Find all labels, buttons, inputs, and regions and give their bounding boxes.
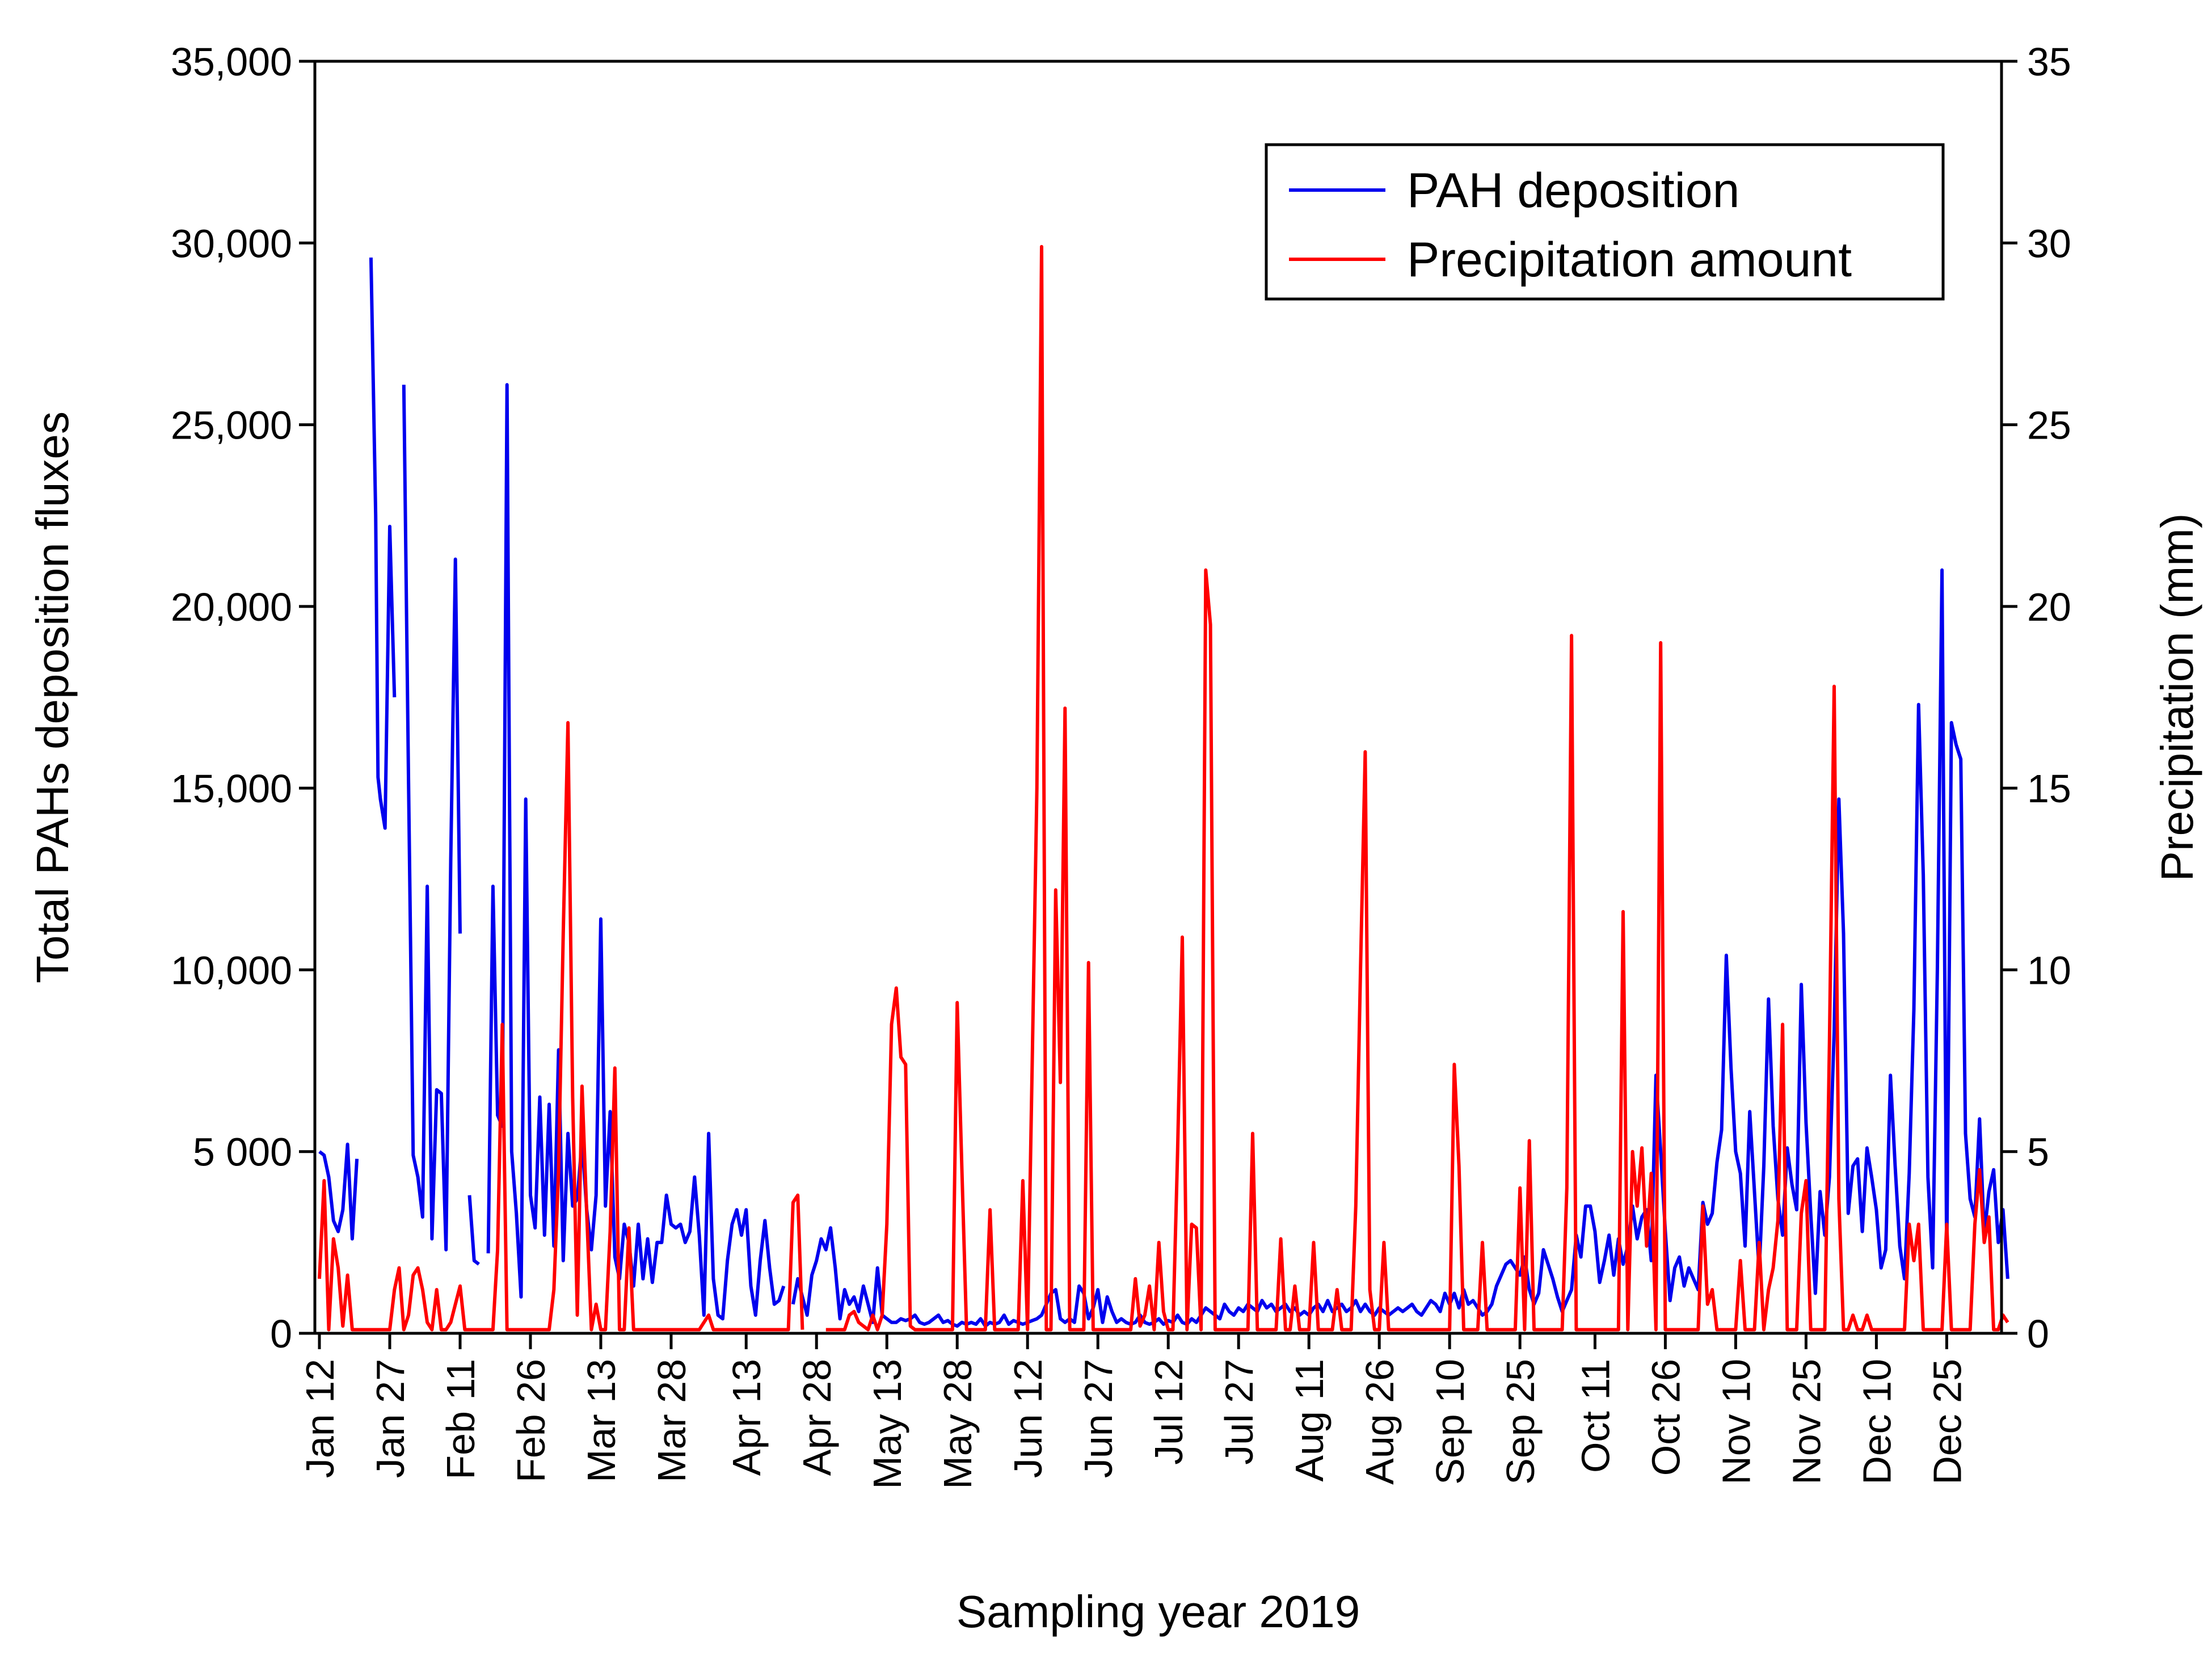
right-y-tick-label: 10 (2027, 948, 2071, 992)
x-tick-label: Apr 28 (795, 1359, 839, 1476)
legend-box (1265, 143, 1945, 301)
x-tick-label: Sep 25 (1498, 1359, 1543, 1485)
axis-layer: 0 5 000 10,000 15,000 20,000 25,000 30,000 35,0… (171, 40, 2071, 1489)
x-tick-label: Dec 25 (1925, 1359, 1969, 1485)
series-line-pah-deposition (486, 383, 786, 1321)
x-tick-label: Apr 13 (724, 1359, 769, 1476)
left-y-axis-title: Total PAHs deposition fluxes (27, 411, 78, 983)
x-tick-label: Sep 10 (1428, 1359, 1472, 1485)
right-y-tick-label: 20 (2027, 585, 2071, 629)
x-tick-label: Feb 26 (509, 1359, 553, 1483)
series-line-pah-deposition (318, 1142, 359, 1241)
series-line-pah-deposition (402, 385, 462, 1252)
x-tick-label: Aug 26 (1358, 1359, 1402, 1485)
right-y-axis-title: Precipitation (mm) (2152, 513, 2202, 881)
left-y-tick-label: 30,000 (171, 221, 292, 266)
right-y-tick-label: 5 (2027, 1130, 2049, 1174)
x-tick-label: Jun 27 (1076, 1359, 1120, 1478)
legend-label-pah-deposition: PAH deposition (1407, 163, 1739, 218)
x-tick-label: Jan 12 (298, 1359, 342, 1478)
x-tick-label: Jul 27 (1217, 1359, 1261, 1465)
left-y-tick-label: 5 000 (193, 1130, 292, 1174)
series-line-precipitation-amount (825, 245, 2009, 1332)
left-y-tick-label: 20,000 (171, 585, 292, 629)
x-tick-label: Jan 27 (368, 1359, 412, 1478)
x-tick-label: Mar 28 (650, 1359, 694, 1483)
x-tick-label: Oct 11 (1573, 1359, 1617, 1473)
series-line-pah-deposition (467, 1195, 480, 1266)
left-y-tick-label: 15,000 (171, 767, 292, 811)
right-y-tick-label: 15 (2027, 767, 2071, 811)
x-tick-label: Nov 25 (1784, 1359, 1828, 1485)
right-y-tick-label: 35 (2027, 40, 2071, 84)
x-tick-label: May 13 (865, 1359, 909, 1489)
x-tick-label: Nov 10 (1714, 1359, 1758, 1485)
left-y-tick-label: 25,000 (171, 403, 292, 448)
x-tick-label: Jul 12 (1147, 1359, 1191, 1465)
x-tick-label: Dec 10 (1855, 1359, 1899, 1485)
legend-label-precipitation-amount: Precipitation amount (1407, 233, 1852, 287)
x-tick-label: Jun 12 (1006, 1359, 1050, 1478)
x-tick-label: Feb 11 (439, 1359, 483, 1480)
series-layer (318, 245, 2009, 1332)
plot-frame (313, 60, 2003, 1335)
x-tick-label: May 28 (936, 1359, 980, 1489)
legend: PAH deposition Precipitation amount (1265, 143, 1945, 301)
x-tick-label: Aug 11 (1287, 1359, 1332, 1482)
x-axis-title: Sampling year 2019 (957, 1586, 1360, 1637)
left-y-tick-label: 0 (270, 1312, 292, 1356)
x-tick-label: Mar 13 (579, 1359, 623, 1483)
series-line-precipitation-amount (318, 721, 804, 1332)
right-y-tick-label: 25 (2027, 403, 2071, 448)
left-y-tick-label: 10,000 (171, 948, 292, 992)
right-y-tick-label: 0 (2027, 1312, 2049, 1356)
right-y-tick-label: 30 (2027, 221, 2071, 266)
series-line-pah-deposition (369, 257, 397, 830)
left-y-tick-label: 35,000 (171, 40, 292, 84)
x-tick-label: Oct 26 (1644, 1359, 1688, 1476)
